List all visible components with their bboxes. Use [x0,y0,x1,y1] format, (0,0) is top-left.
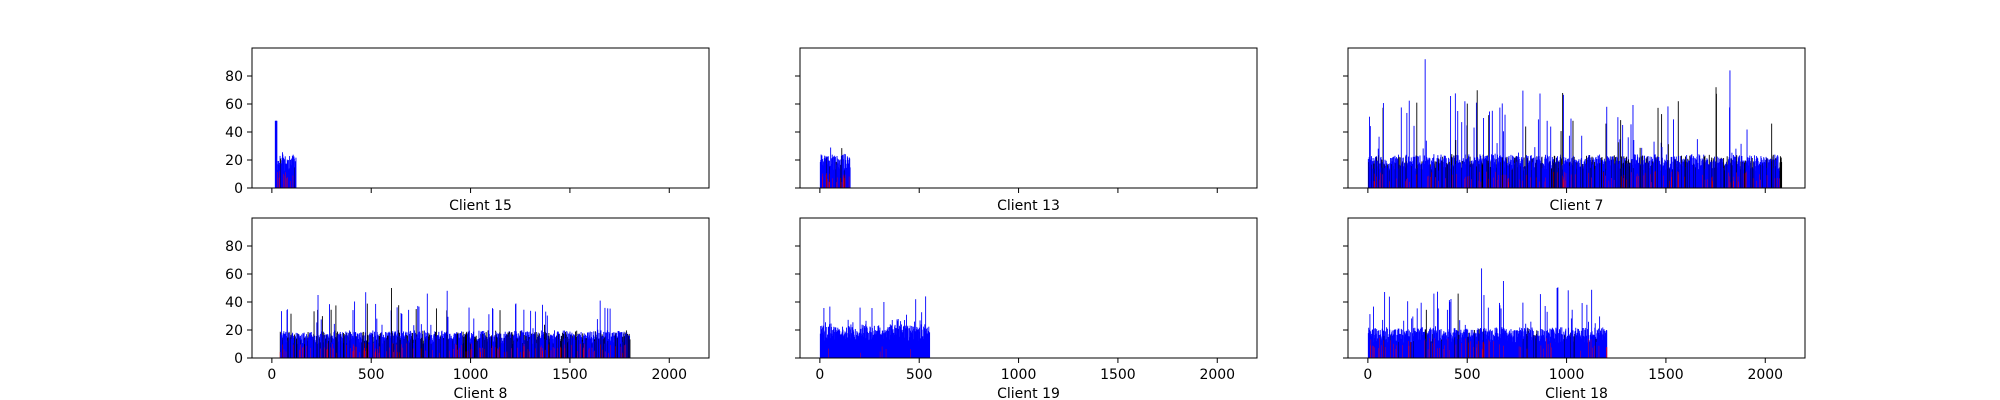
bar-secondary [1606,347,1607,358]
x-tick-label: 500 [1454,367,1481,383]
x-tick-label: 0 [267,367,276,383]
x-tick-label: 0 [1363,367,1372,383]
y-tick-label: 20 [225,323,243,339]
y-tick-label: 0 [234,181,243,197]
y-tick-label: 60 [225,97,243,113]
bar [929,332,930,358]
x-tick-label: 2000 [1199,367,1235,383]
y-tick-label: 80 [225,69,243,85]
x-tick-label: 1000 [453,367,489,383]
bar [1781,162,1782,188]
subplot-title: Client 15 [449,198,512,214]
y-tick-label: 60 [225,267,243,283]
subplot-title: Client 19 [997,386,1060,400]
y-tick-label: 0 [234,351,243,367]
x-tick-label: 0 [815,367,824,383]
bar [296,158,297,188]
x-tick-label: 2000 [651,367,687,383]
x-tick-label: 1500 [1648,367,1684,383]
subplot-title: Client 8 [454,386,508,400]
y-tick-label: 80 [225,239,243,255]
x-tick-label: 500 [358,367,385,383]
subplot-title: Client 18 [1545,386,1608,400]
subplot-title: Client 7 [1550,198,1604,214]
x-tick-label: 1000 [1549,367,1585,383]
x-tick-label: 1000 [1001,367,1037,383]
y-tick-label: 20 [225,153,243,169]
bar [850,167,851,188]
bar [630,339,631,358]
x-tick-label: 1500 [552,367,588,383]
subplot-title: Client 13 [997,198,1060,214]
x-tick-label: 2000 [1747,367,1783,383]
x-tick-label: 500 [906,367,933,383]
y-tick-label: 40 [225,125,243,141]
y-tick-label: 40 [225,295,243,311]
x-tick-label: 1500 [1100,367,1136,383]
